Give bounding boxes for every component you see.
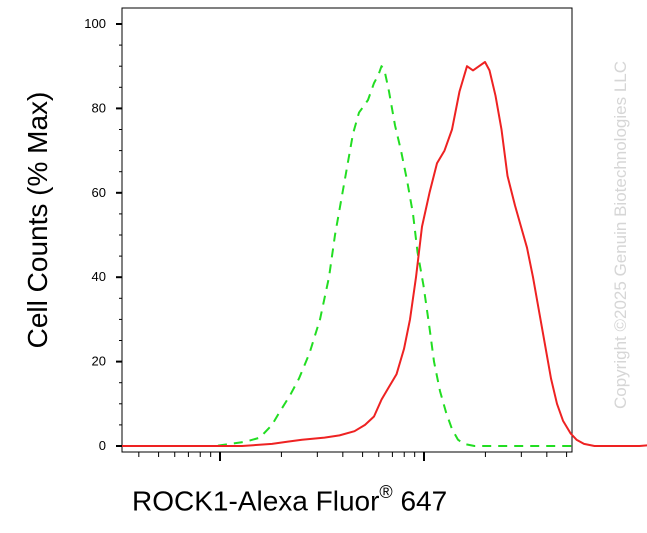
rock1-histogram-line xyxy=(122,61,647,447)
axes xyxy=(121,7,573,453)
control-histogram-line xyxy=(122,65,572,447)
x-axis-label-tail: 647 xyxy=(392,485,448,517)
x-axis-label: ROCK1-Alexa Fluor® 647 xyxy=(132,482,448,517)
y-tick-label: 100 xyxy=(84,16,106,31)
series-group xyxy=(122,61,647,447)
y-tick-label: 80 xyxy=(92,100,106,115)
y-tick-label: 60 xyxy=(92,185,106,200)
plot-frame xyxy=(121,7,573,453)
x-axis-label-main: ROCK1-Alexa Fluor xyxy=(132,485,380,517)
y-tick-label: 40 xyxy=(92,269,106,284)
y-ticks: 0 20 40 60 80 100 xyxy=(84,16,122,453)
y-tick-label: 0 xyxy=(99,438,106,453)
copyright-watermark: Copyright ©2025 Genuin Biotechnologies L… xyxy=(611,60,630,410)
y-axis-label: Cell Counts (% Max) xyxy=(22,91,53,349)
x-axis-label-registered: ® xyxy=(379,482,393,502)
x-ticks xyxy=(138,452,568,461)
y-tick-label: 20 xyxy=(92,354,106,369)
